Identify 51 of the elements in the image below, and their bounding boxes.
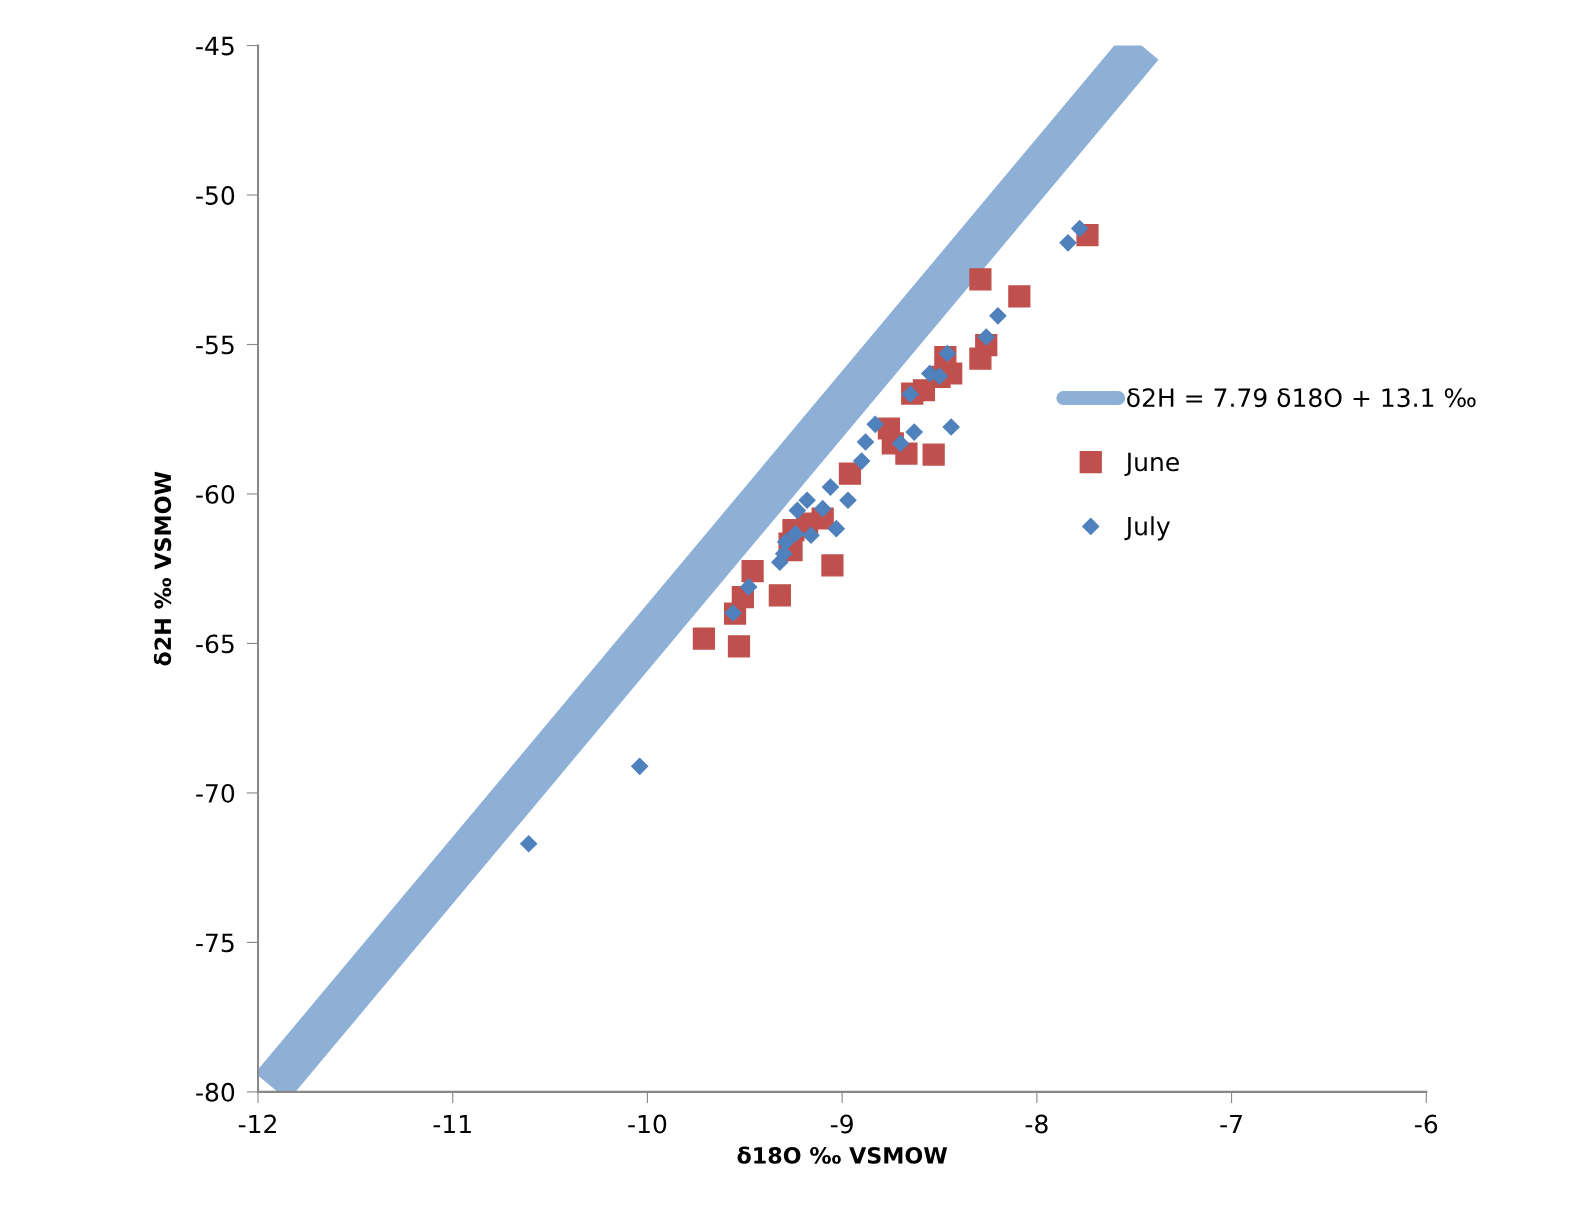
point — [520, 835, 538, 853]
point — [839, 491, 857, 509]
point — [777, 533, 795, 551]
y-tick-label: -55 — [196, 335, 234, 355]
x-tick-label: -12 — [238, 1114, 276, 1134]
x-tick-label: -9 — [830, 1114, 853, 1134]
y-tick-label: -50 — [196, 185, 235, 205]
x-tick-label: -11 — [433, 1114, 471, 1134]
point — [1008, 285, 1031, 308]
point — [856, 433, 875, 451]
y-tick-label: -60 — [196, 484, 235, 504]
point — [692, 627, 716, 650]
point — [905, 423, 923, 441]
y-tick-label: -65 — [196, 634, 234, 654]
y-axis-title: δ2H ‰ VSMOW — [153, 471, 172, 666]
point — [798, 491, 816, 509]
point — [866, 415, 884, 433]
x-tick-label: -10 — [628, 1114, 667, 1134]
x-tick-label: -8 — [1025, 1114, 1048, 1134]
point — [938, 344, 956, 363]
x-axis-title: δ18O ‰ VSMOW — [737, 1146, 948, 1164]
point — [827, 520, 845, 538]
y-tick-label: -75 — [196, 933, 234, 953]
y-tick-label: -80 — [196, 1082, 235, 1102]
point — [892, 434, 910, 453]
x-tick-label: -6 — [1415, 1114, 1438, 1134]
legend-label: July — [1124, 516, 1170, 541]
point — [727, 635, 751, 658]
point — [922, 443, 945, 466]
x-tick-label: -7 — [1220, 1114, 1242, 1134]
y-tick-label: -70 — [196, 783, 235, 803]
point — [740, 578, 758, 596]
point — [942, 418, 960, 436]
point — [969, 268, 992, 291]
point — [788, 501, 806, 519]
legend-label: δ2H = 7.79 δ18O + 13.1 ‰ — [1127, 388, 1476, 408]
point — [969, 347, 992, 370]
point — [853, 452, 871, 470]
legend-label: June — [1124, 452, 1179, 476]
point — [838, 462, 862, 485]
point — [631, 757, 649, 775]
point — [1059, 234, 1077, 252]
point — [1071, 219, 1089, 238]
point — [821, 554, 844, 577]
point — [989, 307, 1007, 325]
point — [821, 478, 840, 496]
y-tick-label: -45 — [196, 36, 234, 56]
point — [814, 500, 832, 518]
point — [802, 526, 820, 544]
point — [741, 560, 764, 583]
point — [768, 584, 791, 607]
